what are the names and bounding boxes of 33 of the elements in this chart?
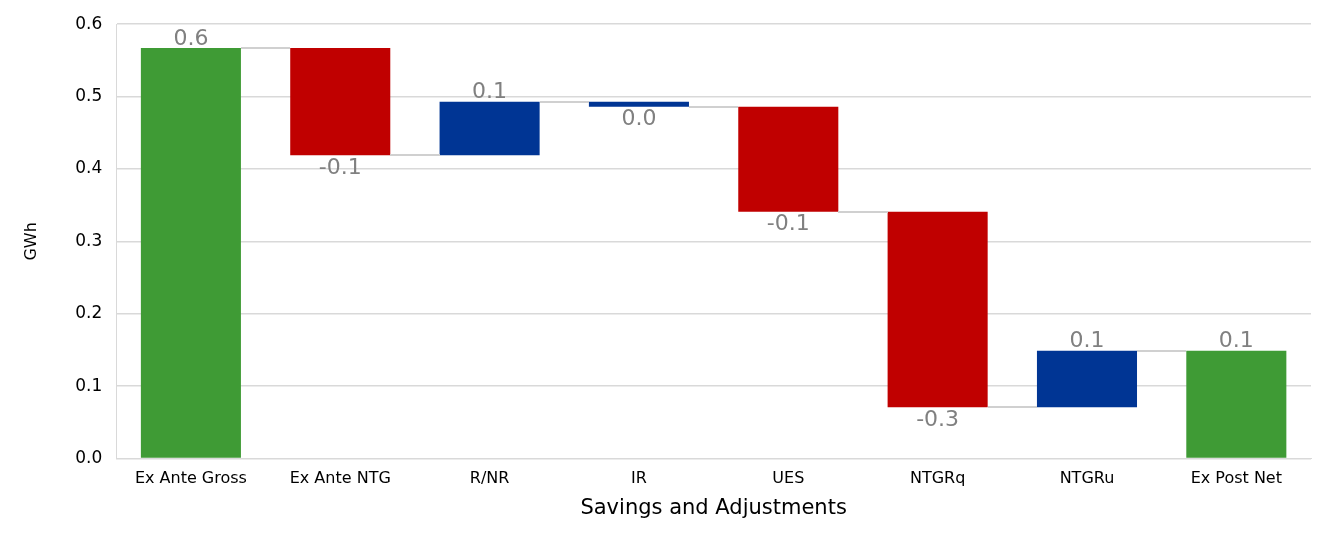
y-tick-label: 0.3	[75, 229, 103, 250]
data-label: 0.1	[1069, 327, 1105, 353]
bar	[439, 101, 540, 156]
bar	[1036, 350, 1138, 408]
y-tick-label: 0.4	[75, 157, 103, 178]
bar	[738, 106, 839, 212]
bar	[290, 48, 391, 156]
data-label: 0.1	[1218, 327, 1254, 353]
data-label: -0.3	[916, 405, 960, 431]
y-axis-title: GWh	[20, 222, 40, 261]
bar	[887, 211, 988, 408]
x-axis-title: Savings and Adjustments	[580, 494, 847, 519]
bar	[140, 48, 241, 458]
x-tick-label: Ex Ante NTG	[289, 468, 391, 488]
data-label: 0.0	[621, 105, 657, 131]
x-tick-label: NTGRq	[909, 468, 966, 488]
data-label: -0.1	[318, 153, 362, 179]
y-tick-label: 0.1	[75, 374, 103, 395]
y-tick-label: 0.0	[75, 447, 103, 468]
y-tick-label: 0.5	[75, 85, 103, 106]
y-tick-label: 0.2	[75, 302, 103, 323]
x-tick-label: IR	[631, 468, 647, 488]
x-tick-label: NTGRu	[1059, 468, 1115, 488]
data-label: -0.1	[766, 210, 810, 236]
bar	[588, 101, 689, 107]
data-label: 0.1	[472, 78, 508, 104]
x-tick-label: Ex Post Net	[1190, 468, 1282, 488]
bar	[1186, 350, 1287, 458]
data-label: 0.6	[173, 24, 209, 50]
x-tick-label: Ex Ante Gross	[134, 468, 247, 488]
x-tick-label: UES	[772, 468, 805, 488]
x-tick-label: R/NR	[469, 468, 510, 488]
y-tick-label: 0.6	[75, 12, 103, 33]
